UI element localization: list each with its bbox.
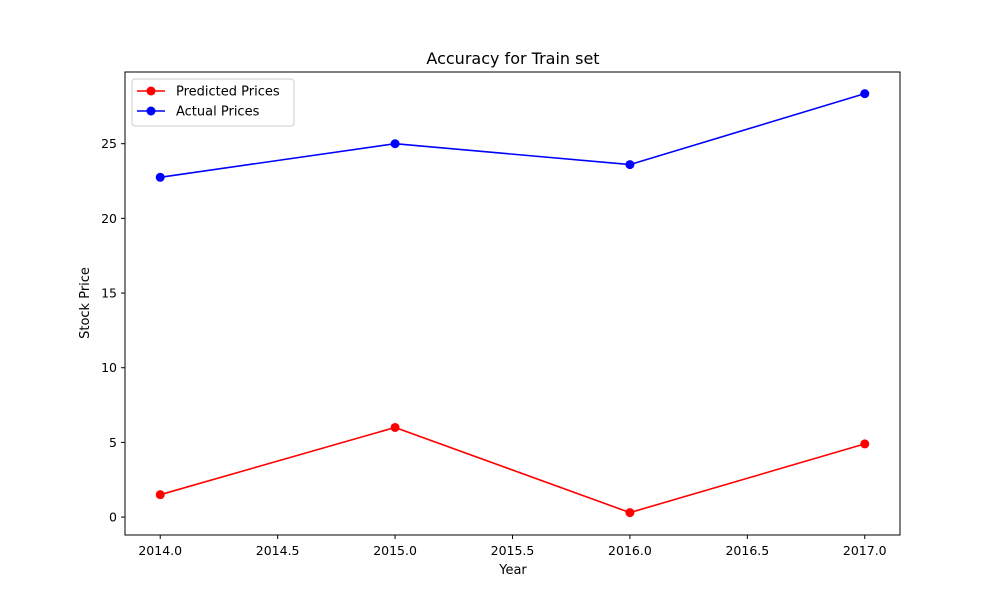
x-tick-label: 2016.0 bbox=[608, 543, 652, 558]
predicted-prices-point bbox=[860, 439, 870, 449]
predicted-prices-point bbox=[155, 490, 165, 500]
y-axis-label: Stock Price bbox=[78, 267, 93, 339]
x-tick-label: 2015.0 bbox=[373, 543, 417, 558]
x-tick-label: 2017.0 bbox=[843, 543, 887, 558]
x-tick-label: 2014.5 bbox=[256, 543, 300, 558]
legend-label-predicted-prices: Predicted Prices bbox=[176, 85, 280, 100]
x-tick-label: 2016.5 bbox=[725, 543, 769, 558]
actual-prices-point bbox=[390, 139, 400, 149]
legend-swatch-marker bbox=[146, 86, 156, 96]
y-tick-label: 15 bbox=[101, 286, 117, 301]
y-tick-label: 5 bbox=[109, 435, 117, 450]
actual-prices-line bbox=[160, 92, 866, 179]
y-tick-label: 25 bbox=[101, 136, 117, 151]
actual-prices-point bbox=[155, 172, 165, 182]
legend-box bbox=[131, 78, 295, 127]
y-tick-label: 20 bbox=[101, 211, 117, 226]
actual-prices-point bbox=[625, 160, 635, 170]
y-tick-label: 10 bbox=[101, 360, 117, 375]
predicted-prices-line bbox=[160, 426, 865, 514]
y-tick-label: 0 bbox=[109, 510, 117, 525]
x-tick-label: 2014.0 bbox=[138, 543, 182, 558]
predicted-prices-point bbox=[625, 508, 635, 518]
x-axis-label: Year bbox=[498, 563, 527, 578]
chart-title: Accuracy for Train set bbox=[426, 49, 599, 68]
x-tick-label: 2015.5 bbox=[491, 543, 535, 558]
predicted-prices-point bbox=[390, 422, 400, 432]
legend-label-actual-prices: Actual Prices bbox=[176, 105, 260, 120]
legend-swatch-marker bbox=[146, 106, 156, 116]
actual-prices-point bbox=[860, 89, 870, 99]
